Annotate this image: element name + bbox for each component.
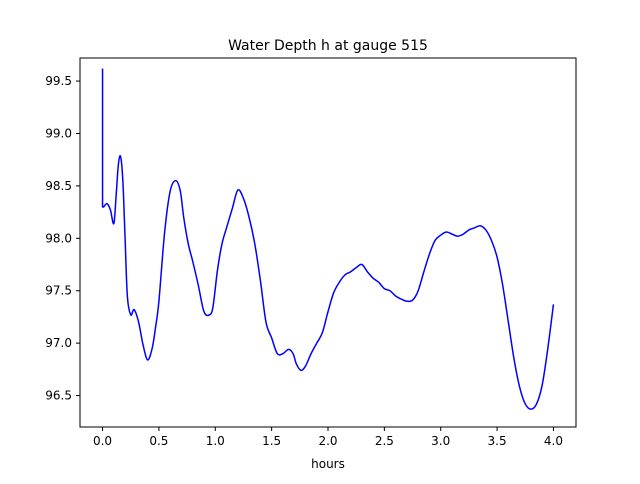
chart-title: Water Depth h at gauge 515 bbox=[228, 38, 428, 54]
x-tick-label: 2.0 bbox=[318, 434, 337, 448]
x-tick-label: 4.0 bbox=[544, 434, 563, 448]
plot-frame bbox=[79, 57, 577, 428]
x-tick-label: 2.5 bbox=[375, 434, 394, 448]
series-line bbox=[101, 68, 555, 410]
x-tick-label: 1.0 bbox=[206, 434, 225, 448]
y-axis: 96.5 97.0 97.5 98.0 98.5 99.0 99.5 bbox=[45, 74, 80, 403]
x-axis: 0.0 0.5 1.0 1.5 2.0 2.5 3.0 3.5 4.0 bbox=[93, 427, 563, 448]
y-tick-label: 98.0 bbox=[45, 231, 72, 245]
x-tick-label: 3.5 bbox=[488, 434, 507, 448]
plot-background bbox=[80, 58, 576, 427]
x-tick-label: 1.5 bbox=[262, 434, 281, 448]
x-tick-label: 3.0 bbox=[431, 434, 450, 448]
y-tick-label: 97.0 bbox=[45, 336, 72, 350]
y-tick-label: 97.5 bbox=[45, 284, 72, 298]
y-tick-label: 98.5 bbox=[45, 179, 72, 193]
y-tick-label: 99.5 bbox=[45, 74, 72, 88]
x-axis-label: hours bbox=[311, 457, 345, 471]
x-tick-label: 0.0 bbox=[93, 434, 112, 448]
y-tick-label: 99.0 bbox=[45, 126, 72, 140]
y-tick-label: 96.5 bbox=[45, 389, 72, 403]
x-tick-label: 0.5 bbox=[149, 434, 168, 448]
